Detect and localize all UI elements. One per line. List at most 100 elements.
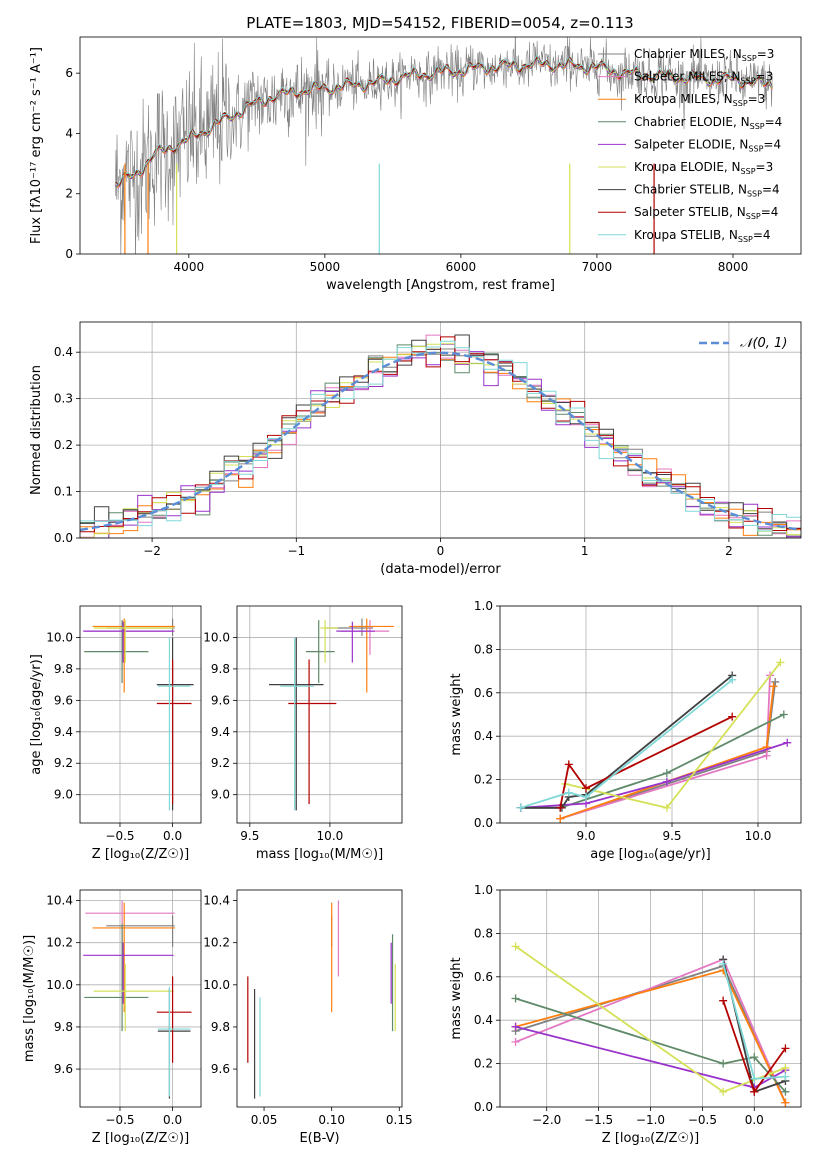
y-axis-label: mass weight (449, 673, 464, 755)
panel-weight-vs-Z: −2.0 −1.5 −1.0 −0.5 0.0 0.0 0.2 0.4 0.6 0.8 1.0 Z [… (449, 883, 802, 1146)
plot-area (80, 334, 801, 538)
y-tick-label: 10.4 (46, 894, 73, 908)
weight-point-marker (750, 1087, 759, 1096)
y-tick-label: 0.3 (54, 392, 73, 406)
y-tick-label: 2 (65, 187, 73, 201)
y-tick-label: 9.2 (54, 756, 73, 770)
weight-series-salpeter-elodie (516, 738, 792, 812)
y-tick-label: 0.6 (474, 686, 493, 700)
weight-point-marker (762, 751, 771, 760)
y-axis-label: Normed distribution (29, 365, 44, 495)
errorbar-salpeter-elodie (336, 621, 375, 663)
legend-label-salpeter-stelib: Salpeter STELIB, NSSP=4 (634, 205, 778, 221)
errorbar-chabrier-miles (325, 618, 374, 636)
errorbar-chabrier-stelib (157, 989, 191, 1099)
legend-label-normal: 𝒩(0, 1) (740, 336, 787, 351)
legend-label-chabrier-elodie: Chabrier ELODIE, NSSP=4 (634, 115, 782, 131)
axes-frame (236, 889, 403, 1108)
y-tick-label: 0.8 (474, 642, 493, 656)
y-tick-label: 0.2 (474, 1057, 493, 1071)
axis-ticks: 4000 5000 6000 7000 8000 0 2 4 6 (65, 66, 748, 274)
panel-residuals: −2 −1 0 1 2 0.0 0.1 0.2 0.3 0.4 (data-model)/error… (29, 321, 802, 577)
x-tick-label: 5000 (310, 260, 341, 274)
y-axis-label: Flux [fλ10⁻¹⁷ erg cm⁻² s⁻¹ A⁻¹] (29, 47, 44, 244)
y-tick-label: 9.6 (211, 693, 230, 707)
x-tick-label: 10.0 (745, 829, 772, 843)
x-axis-label: E(B-V) (299, 1131, 339, 1146)
weight-point-marker (582, 792, 590, 801)
axis-ticks: 9.5 10.0 9.0 9.2 9.4 9.6 9.8 10.0 (203, 630, 343, 843)
y-tick-label: 0.1 (54, 485, 73, 499)
weight-point-marker (556, 814, 565, 823)
y-tick-label: 9.6 (54, 693, 73, 707)
x-tick-label: −0.5 (105, 829, 134, 843)
x-tick-label: −2 (143, 544, 161, 558)
weight-point-marker (662, 777, 671, 786)
legend-label-kroupa-elodie: Kroupa ELODIE, NSSP=3 (634, 160, 773, 176)
errorbar-kroupa-elodie (320, 620, 338, 663)
weight-line (520, 679, 733, 809)
y-tick-label: 9.4 (211, 725, 230, 739)
x-tick-label: 7000 (582, 260, 613, 274)
weight-point-marker (564, 788, 573, 797)
weight-point-marker (719, 1059, 728, 1068)
weight-point-marker (769, 682, 778, 691)
axis-ticks: −0.5 0.0 9.0 9.2 9.4 9.6 9.8 10.0 (46, 630, 182, 843)
weight-series-chabrier-miles (556, 677, 780, 823)
weight-series-salpeter-stelib (719, 996, 790, 1096)
panel-age-vs-Z: −0.5 0.0 9.0 9.2 9.4 9.6 9.8 10.0 Z [log₁₀(Z/Z☉)… (29, 605, 202, 862)
legend-label-chabrier-stelib: Chabrier STELIB, NSSP=4 (634, 183, 780, 199)
y-tick-label: 10.4 (203, 894, 230, 908)
weight-series-kroupa-stelib (719, 959, 790, 1083)
x-tick-label: 9.5 (662, 829, 681, 843)
y-axis-label: mass weight (449, 957, 464, 1039)
weight-point-marker (511, 1037, 520, 1046)
axes-frame (79, 605, 202, 824)
axes-frame (79, 321, 802, 539)
weight-point-marker (516, 803, 525, 812)
y-tick-label: 9.6 (54, 1062, 73, 1076)
weight-line (520, 741, 788, 809)
weight-point-marker (779, 710, 788, 719)
y-tick-label: 4 (65, 126, 73, 140)
x-tick-label: 0.10 (318, 1113, 345, 1127)
x-axis-label: Z [log₁₀(Z/Z☉)] (602, 1131, 699, 1146)
y-tick-label: 0.8 (474, 926, 493, 940)
errorbar-chabrier-miles (106, 915, 175, 947)
y-tick-label: 0.2 (54, 438, 73, 452)
x-tick-label: 0 (437, 544, 445, 558)
weight-point-marker (781, 1063, 790, 1072)
errorbar-salpeter-stelib (156, 976, 192, 1063)
y-tick-label: 9.8 (211, 662, 230, 676)
y-tick-label: 9.8 (54, 1020, 73, 1034)
errorbar-chabrier-miles (106, 618, 175, 636)
axes-frame (236, 605, 403, 824)
errorbar-chabrier-stelib (269, 637, 324, 811)
weight-point-marker (776, 658, 785, 667)
panel-age-vs-mass: 9.5 10.0 9.0 9.2 9.4 9.6 9.8 10.0 mass [log₁₀(M/… (203, 605, 403, 862)
axis-ticks: −0.5 0.0 9.6 9.8 10.0 10.2 10.4 (46, 894, 182, 1127)
plot-area (247, 900, 396, 1099)
errorbar-kroupa-stelib (157, 637, 191, 811)
axes-frame (79, 36, 802, 255)
x-tick-label: 2 (725, 544, 733, 558)
x-tick-label: −1.0 (636, 1113, 665, 1127)
legend-label-kroupa-miles: Kroupa MILES, NSSP=3 (634, 92, 765, 108)
weight-series-kroupa-miles (556, 682, 778, 823)
y-tick-label: 1.0 (474, 883, 493, 897)
errorbar-chabrier-elodie (84, 923, 149, 1032)
y-tick-label: 10.2 (203, 936, 230, 950)
y-tick-label: 9.0 (211, 788, 230, 802)
y-tick-label: 9.8 (54, 662, 73, 676)
axis-ticks: 9.0 9.5 10.0 0.0 0.2 0.4 0.6 0.8 1.0 (474, 599, 771, 843)
x-tick-label: −1 (287, 544, 305, 558)
x-tick-label: 9.0 (576, 829, 595, 843)
errorbar-chabrier-elodie (84, 620, 149, 684)
x-tick-label: 0.05 (251, 1113, 278, 1127)
observed-spectrum-line (115, 37, 773, 254)
panel-weight-vs-age: 9.0 9.5 10.0 0.0 0.2 0.4 0.6 0.8 1.0 age [log₁₀(a… (449, 599, 802, 862)
weight-point-marker (750, 1053, 759, 1062)
legend-label-chabrier-miles: Chabrier MILES, NSSP=3 (634, 47, 774, 63)
weight-line (559, 715, 733, 808)
